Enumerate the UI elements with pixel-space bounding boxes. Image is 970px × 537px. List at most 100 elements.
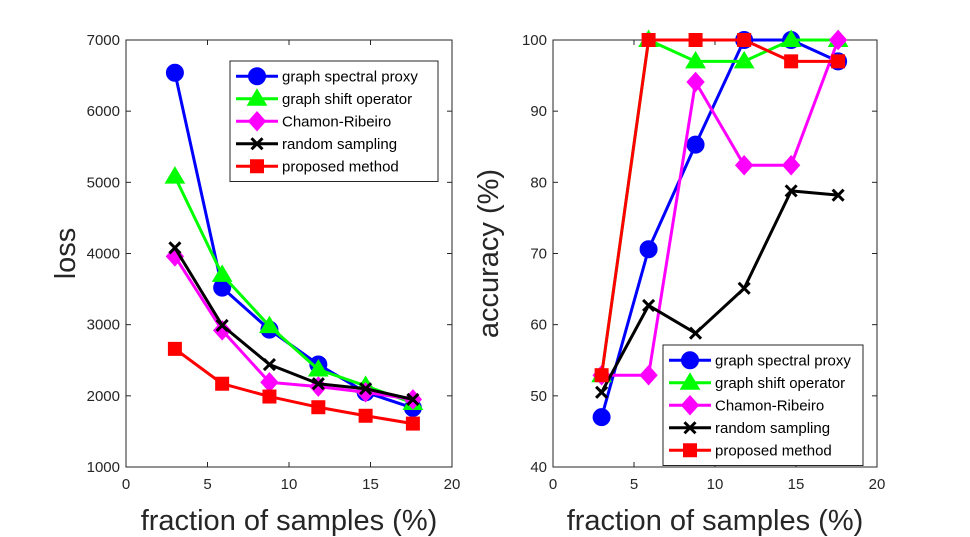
series-chamon-ribeiro bbox=[592, 29, 848, 386]
data-point bbox=[307, 359, 329, 377]
x-tick-label: 0 bbox=[549, 476, 557, 493]
data-point bbox=[828, 29, 848, 51]
legend-marker bbox=[246, 88, 268, 106]
data-point bbox=[784, 54, 799, 69]
x-axis-label: fraction of samples (%) bbox=[567, 505, 864, 537]
legend-marker bbox=[250, 159, 264, 174]
legend-marker bbox=[680, 395, 700, 416]
data-point bbox=[686, 71, 705, 93]
data-point bbox=[737, 33, 752, 47]
y-tick-label: 1000 bbox=[87, 459, 120, 476]
data-point bbox=[262, 357, 277, 372]
series-line bbox=[173, 247, 414, 401]
x-tick-label: 20 bbox=[444, 476, 461, 493]
series-chamon-ribeiro bbox=[165, 246, 423, 410]
legend: graph spectral proxy graph shift operator… bbox=[662, 344, 864, 466]
legend-entry: random sampling bbox=[236, 136, 397, 153]
y-tick-label: 7000 bbox=[87, 32, 120, 49]
y-tick-label: 70 bbox=[530, 246, 547, 263]
x-tick-label: 15 bbox=[788, 476, 805, 493]
series-line bbox=[600, 38, 839, 376]
x-tick-label: 5 bbox=[630, 476, 638, 493]
legend-label: Chamon-Ribeiro bbox=[282, 113, 391, 130]
data-point bbox=[831, 54, 846, 69]
data-point bbox=[734, 155, 754, 176]
series-line bbox=[173, 175, 414, 405]
data-point bbox=[642, 298, 656, 313]
series-line bbox=[174, 347, 414, 426]
data-point bbox=[784, 184, 798, 198]
legend-entry: graph shift operator bbox=[236, 88, 412, 108]
series-proposed-method bbox=[594, 33, 846, 383]
data-point bbox=[595, 385, 609, 399]
series-random-sampling bbox=[168, 241, 420, 406]
data-point bbox=[215, 318, 229, 332]
data-point bbox=[212, 320, 232, 341]
legend-entry: Chamon-Ribeiro bbox=[236, 111, 391, 132]
legend-entry: graph spectral proxy bbox=[669, 351, 851, 370]
legend-marker bbox=[679, 372, 701, 390]
legend-label: proposed method bbox=[282, 158, 399, 175]
data-point bbox=[831, 188, 845, 202]
data-point bbox=[259, 315, 280, 334]
legend-label: graph spectral proxy bbox=[715, 352, 851, 369]
data-point bbox=[641, 33, 656, 47]
legend-entry: random sampling bbox=[669, 420, 830, 437]
x-tick-label: 20 bbox=[869, 476, 886, 493]
legend-entry: proposed method bbox=[236, 158, 399, 175]
chart-panel-2: 0 5 10 15 20 40 50 60 70 80 90 100 fraction of sampl… bbox=[473, 29, 886, 537]
x-tick-label: 10 bbox=[707, 476, 724, 493]
legend-label: graph shift operator bbox=[282, 91, 412, 108]
data-point bbox=[405, 416, 420, 431]
data-point bbox=[639, 240, 658, 259]
legend-marker bbox=[683, 443, 697, 458]
y-tick-label: 100 bbox=[522, 32, 547, 49]
data-point bbox=[688, 326, 703, 340]
x-axis-label: fraction of samples (%) bbox=[141, 505, 438, 537]
data-point bbox=[688, 33, 703, 47]
y-tick-label: 90 bbox=[530, 103, 547, 120]
legend-marker bbox=[250, 137, 264, 151]
data-point bbox=[685, 50, 706, 69]
legend: graph spectral proxy graph shift operator… bbox=[229, 60, 439, 182]
series-line bbox=[600, 189, 839, 393]
series-graph-shift-operator bbox=[591, 29, 849, 383]
data-point bbox=[780, 29, 802, 47]
data-point bbox=[311, 400, 326, 415]
legend-label: graph shift operator bbox=[715, 375, 845, 392]
legend-entry: graph shift operator bbox=[669, 372, 845, 392]
data-point bbox=[167, 341, 182, 356]
data-point bbox=[164, 166, 186, 184]
data-point bbox=[168, 241, 182, 255]
y-tick-label: 40 bbox=[530, 459, 547, 476]
legend-label: Chamon-Ribeiro bbox=[715, 397, 824, 414]
legend-entry: graph spectral proxy bbox=[236, 67, 418, 86]
data-point bbox=[737, 281, 751, 295]
legend-marker bbox=[681, 351, 699, 370]
legend-label: random sampling bbox=[282, 136, 397, 153]
chart-panel-1: 0 5 10 15 20 1000 2000 3000 4000 5000 6000 7000 frac… bbox=[50, 32, 460, 537]
y-tick-label: 5000 bbox=[87, 174, 120, 191]
data-point bbox=[639, 364, 658, 386]
legend-label: graph spectral proxy bbox=[282, 68, 418, 85]
data-point bbox=[358, 408, 373, 423]
legend-marker bbox=[683, 421, 697, 435]
series-proposed-method bbox=[167, 341, 420, 431]
data-point bbox=[215, 376, 230, 391]
data-point bbox=[262, 389, 277, 404]
legend-label: proposed method bbox=[715, 442, 832, 459]
legend-entry: proposed method bbox=[669, 442, 832, 459]
legend-entry: Chamon-Ribeiro bbox=[669, 395, 824, 416]
legend-marker bbox=[247, 111, 267, 132]
data-point bbox=[165, 246, 185, 267]
x-tick-label: 15 bbox=[362, 476, 379, 493]
data-point bbox=[311, 377, 325, 391]
y-tick-label: 4000 bbox=[87, 246, 120, 263]
data-point bbox=[592, 408, 611, 427]
y-tick-label: 80 bbox=[530, 174, 547, 191]
data-point bbox=[165, 63, 184, 82]
series-random-sampling bbox=[595, 184, 845, 399]
y-tick-label: 50 bbox=[530, 388, 547, 405]
y-tick-label: 6000 bbox=[87, 103, 120, 120]
